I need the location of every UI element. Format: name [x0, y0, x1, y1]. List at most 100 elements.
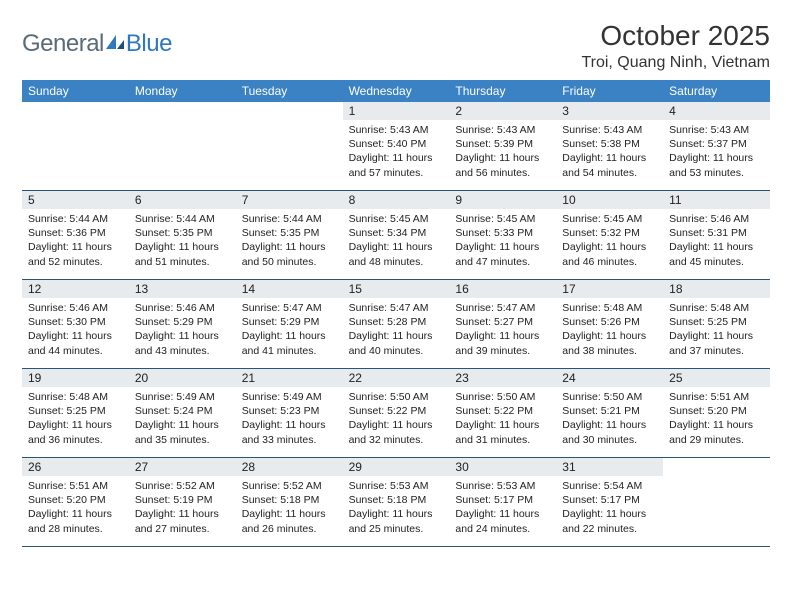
page-header: General Blue October 2025 Troi, Quang Ni…: [22, 20, 770, 72]
week-row: 12Sunrise: 5:46 AMSunset: 5:30 PMDayligh…: [22, 280, 770, 369]
week-row: 5Sunrise: 5:44 AMSunset: 5:36 PMDaylight…: [22, 191, 770, 280]
day-of-week-cell: Sunday: [22, 80, 129, 102]
day-number: 18: [663, 280, 770, 298]
day-number: 22: [343, 369, 450, 387]
calendar-body: 1Sunrise: 5:43 AMSunset: 5:40 PMDaylight…: [22, 102, 770, 547]
day-cell: 13Sunrise: 5:46 AMSunset: 5:29 PMDayligh…: [129, 280, 236, 368]
day-details: Sunrise: 5:53 AMSunset: 5:17 PMDaylight:…: [449, 476, 556, 542]
day-cell: 8Sunrise: 5:45 AMSunset: 5:34 PMDaylight…: [343, 191, 450, 279]
day-of-week-cell: Wednesday: [343, 80, 450, 102]
day-number: 14: [236, 280, 343, 298]
day-number: 31: [556, 458, 663, 476]
day-number: 16: [449, 280, 556, 298]
day-cell: 4Sunrise: 5:43 AMSunset: 5:37 PMDaylight…: [663, 102, 770, 190]
day-details: Sunrise: 5:45 AMSunset: 5:32 PMDaylight:…: [556, 209, 663, 275]
day-details: Sunrise: 5:47 AMSunset: 5:29 PMDaylight:…: [236, 298, 343, 364]
day-details: Sunrise: 5:46 AMSunset: 5:29 PMDaylight:…: [129, 298, 236, 364]
day-number: [236, 102, 343, 120]
day-cell: 27Sunrise: 5:52 AMSunset: 5:19 PMDayligh…: [129, 458, 236, 546]
day-details: Sunrise: 5:49 AMSunset: 5:23 PMDaylight:…: [236, 387, 343, 453]
day-cell: 18Sunrise: 5:48 AMSunset: 5:25 PMDayligh…: [663, 280, 770, 368]
day-number: 15: [343, 280, 450, 298]
month-title: October 2025: [581, 20, 770, 52]
day-cell: 10Sunrise: 5:45 AMSunset: 5:32 PMDayligh…: [556, 191, 663, 279]
day-details: Sunrise: 5:52 AMSunset: 5:19 PMDaylight:…: [129, 476, 236, 542]
day-cell: 28Sunrise: 5:52 AMSunset: 5:18 PMDayligh…: [236, 458, 343, 546]
day-cell: 25Sunrise: 5:51 AMSunset: 5:20 PMDayligh…: [663, 369, 770, 457]
day-details: Sunrise: 5:51 AMSunset: 5:20 PMDaylight:…: [663, 387, 770, 453]
day-number: 3: [556, 102, 663, 120]
week-row: 19Sunrise: 5:48 AMSunset: 5:25 PMDayligh…: [22, 369, 770, 458]
day-of-week-cell: Monday: [129, 80, 236, 102]
day-number: [663, 458, 770, 476]
day-details: Sunrise: 5:48 AMSunset: 5:25 PMDaylight:…: [22, 387, 129, 453]
day-number: 23: [449, 369, 556, 387]
day-number: 26: [22, 458, 129, 476]
day-cell: 15Sunrise: 5:47 AMSunset: 5:28 PMDayligh…: [343, 280, 450, 368]
day-number: 2: [449, 102, 556, 120]
day-cell: 31Sunrise: 5:54 AMSunset: 5:17 PMDayligh…: [556, 458, 663, 546]
day-cell: 24Sunrise: 5:50 AMSunset: 5:21 PMDayligh…: [556, 369, 663, 457]
day-details: Sunrise: 5:43 AMSunset: 5:37 PMDaylight:…: [663, 120, 770, 186]
day-details: Sunrise: 5:50 AMSunset: 5:22 PMDaylight:…: [343, 387, 450, 453]
day-cell: [663, 458, 770, 546]
day-cell: 21Sunrise: 5:49 AMSunset: 5:23 PMDayligh…: [236, 369, 343, 457]
day-details: Sunrise: 5:54 AMSunset: 5:17 PMDaylight:…: [556, 476, 663, 542]
day-of-week-cell: Friday: [556, 80, 663, 102]
day-details: Sunrise: 5:47 AMSunset: 5:28 PMDaylight:…: [343, 298, 450, 364]
day-cell: 7Sunrise: 5:44 AMSunset: 5:35 PMDaylight…: [236, 191, 343, 279]
day-details: Sunrise: 5:44 AMSunset: 5:36 PMDaylight:…: [22, 209, 129, 275]
logo-text-general: General: [22, 30, 104, 58]
day-cell: 20Sunrise: 5:49 AMSunset: 5:24 PMDayligh…: [129, 369, 236, 457]
day-number: 1: [343, 102, 450, 120]
day-number: 6: [129, 191, 236, 209]
week-row: 26Sunrise: 5:51 AMSunset: 5:20 PMDayligh…: [22, 458, 770, 547]
logo: General Blue: [22, 20, 172, 58]
day-details: Sunrise: 5:44 AMSunset: 5:35 PMDaylight:…: [129, 209, 236, 275]
day-details: Sunrise: 5:48 AMSunset: 5:25 PMDaylight:…: [663, 298, 770, 364]
day-cell: [22, 102, 129, 190]
day-of-week-cell: Saturday: [663, 80, 770, 102]
day-details: Sunrise: 5:51 AMSunset: 5:20 PMDaylight:…: [22, 476, 129, 542]
day-cell: 17Sunrise: 5:48 AMSunset: 5:26 PMDayligh…: [556, 280, 663, 368]
day-cell: 12Sunrise: 5:46 AMSunset: 5:30 PMDayligh…: [22, 280, 129, 368]
day-number: 13: [129, 280, 236, 298]
day-details: Sunrise: 5:49 AMSunset: 5:24 PMDaylight:…: [129, 387, 236, 453]
day-details: Sunrise: 5:45 AMSunset: 5:33 PMDaylight:…: [449, 209, 556, 275]
day-number: 17: [556, 280, 663, 298]
day-number: 29: [343, 458, 450, 476]
day-number: 7: [236, 191, 343, 209]
day-number: 28: [236, 458, 343, 476]
calendar: SundayMondayTuesdayWednesdayThursdayFrid…: [22, 80, 770, 547]
day-number: 21: [236, 369, 343, 387]
day-number: 20: [129, 369, 236, 387]
day-number: 5: [22, 191, 129, 209]
day-number: 11: [663, 191, 770, 209]
day-cell: 26Sunrise: 5:51 AMSunset: 5:20 PMDayligh…: [22, 458, 129, 546]
day-cell: 9Sunrise: 5:45 AMSunset: 5:33 PMDaylight…: [449, 191, 556, 279]
day-cell: [236, 102, 343, 190]
day-details: Sunrise: 5:53 AMSunset: 5:18 PMDaylight:…: [343, 476, 450, 542]
day-number: [129, 102, 236, 120]
day-number: 9: [449, 191, 556, 209]
day-details: Sunrise: 5:43 AMSunset: 5:38 PMDaylight:…: [556, 120, 663, 186]
logo-text-blue: Blue: [126, 30, 172, 58]
day-details: Sunrise: 5:48 AMSunset: 5:26 PMDaylight:…: [556, 298, 663, 364]
day-details: Sunrise: 5:44 AMSunset: 5:35 PMDaylight:…: [236, 209, 343, 275]
day-details: Sunrise: 5:46 AMSunset: 5:31 PMDaylight:…: [663, 209, 770, 275]
day-details: Sunrise: 5:52 AMSunset: 5:18 PMDaylight:…: [236, 476, 343, 542]
day-details: Sunrise: 5:43 AMSunset: 5:40 PMDaylight:…: [343, 120, 450, 186]
day-number: 25: [663, 369, 770, 387]
day-cell: 11Sunrise: 5:46 AMSunset: 5:31 PMDayligh…: [663, 191, 770, 279]
day-cell: [129, 102, 236, 190]
day-number: 30: [449, 458, 556, 476]
day-details: Sunrise: 5:50 AMSunset: 5:22 PMDaylight:…: [449, 387, 556, 453]
day-cell: 30Sunrise: 5:53 AMSunset: 5:17 PMDayligh…: [449, 458, 556, 546]
title-block: October 2025 Troi, Quang Ninh, Vietnam: [581, 20, 770, 72]
day-number: 27: [129, 458, 236, 476]
day-details: Sunrise: 5:43 AMSunset: 5:39 PMDaylight:…: [449, 120, 556, 186]
day-of-week-cell: Thursday: [449, 80, 556, 102]
day-cell: 1Sunrise: 5:43 AMSunset: 5:40 PMDaylight…: [343, 102, 450, 190]
day-number: 8: [343, 191, 450, 209]
day-cell: 22Sunrise: 5:50 AMSunset: 5:22 PMDayligh…: [343, 369, 450, 457]
